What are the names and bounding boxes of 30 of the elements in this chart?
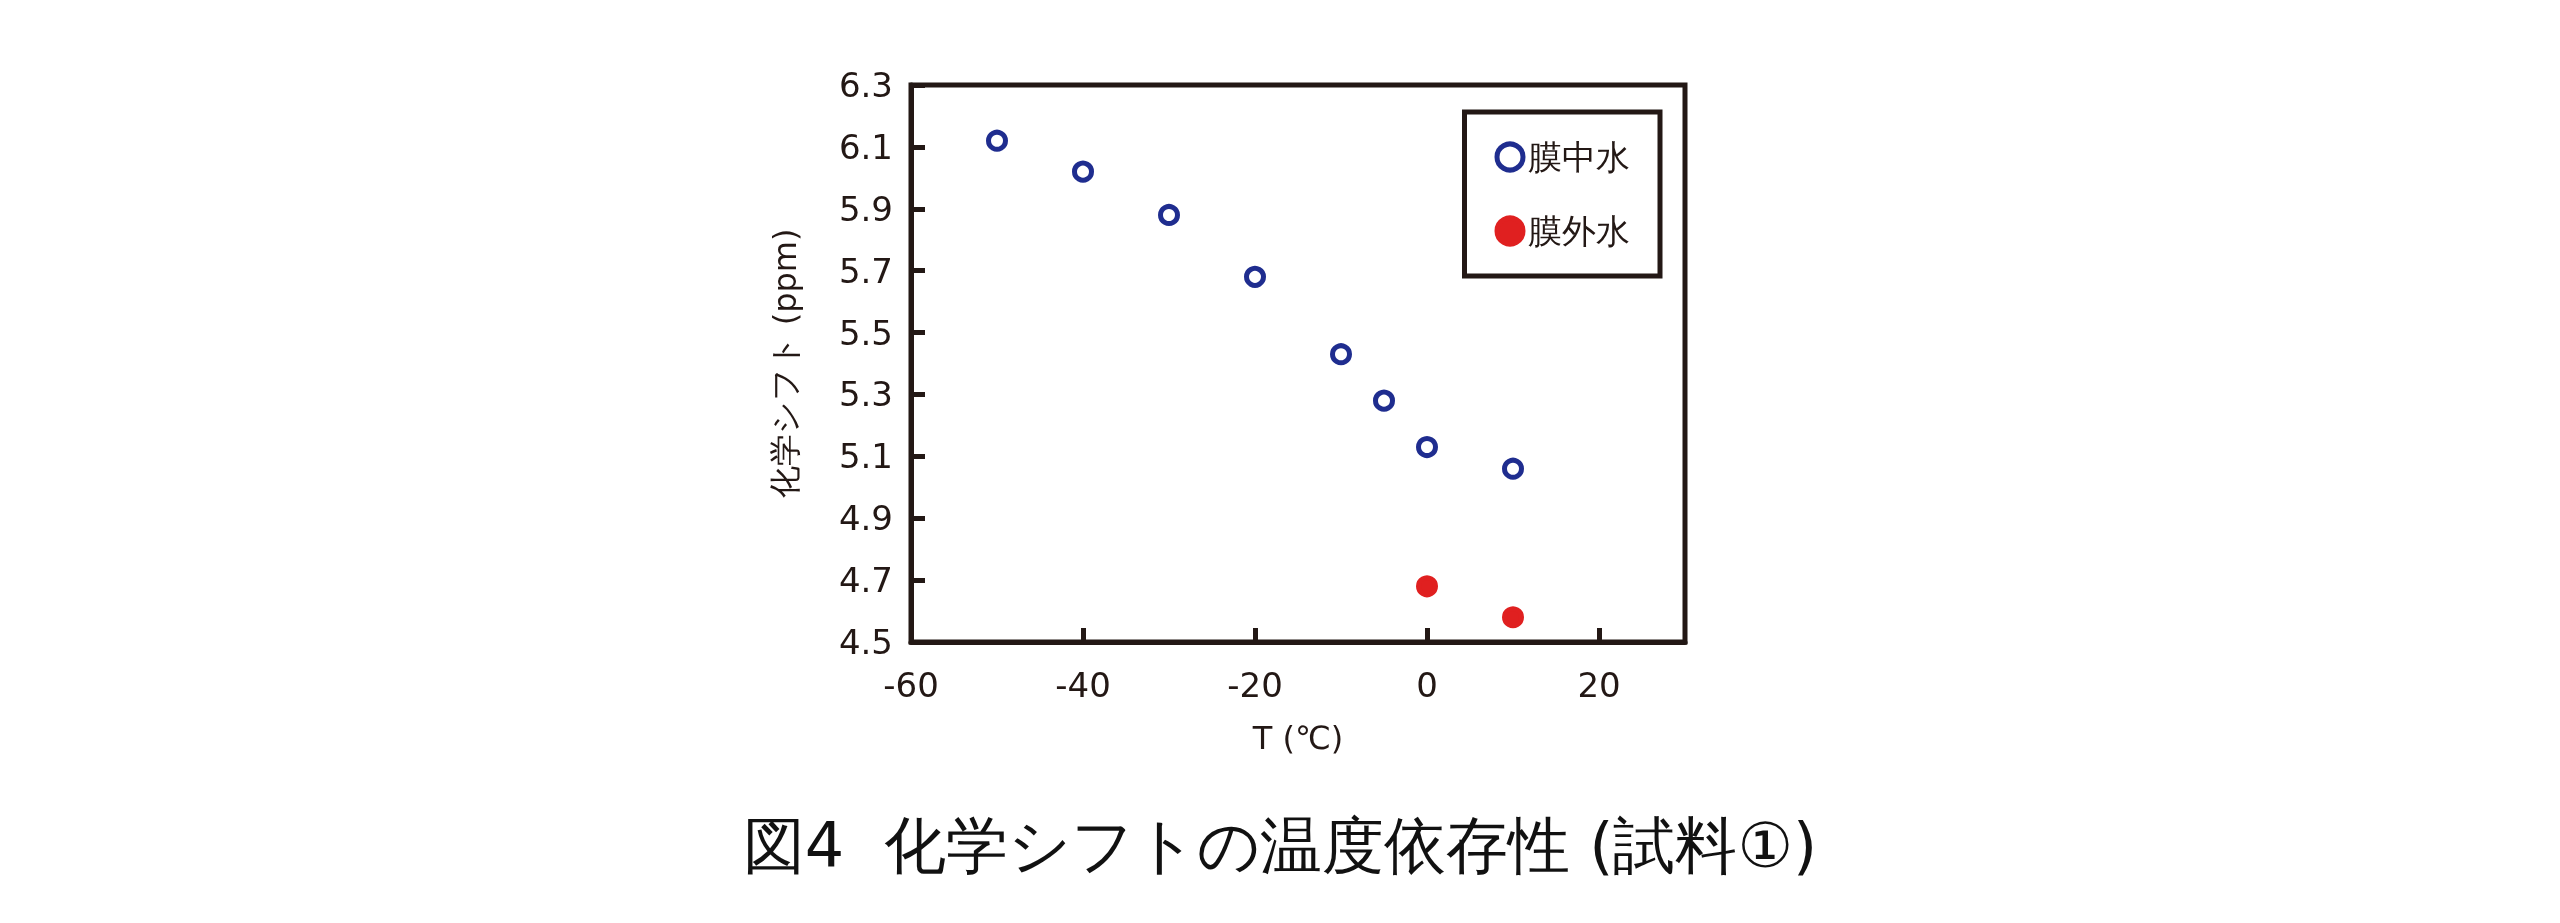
text: 図4 化学シフトの温度依存性 (試料①) bbox=[742, 808, 1818, 882]
point bbox=[986, 129, 1008, 152]
y-tick-label: 6.1 bbox=[838, 126, 893, 167]
y-tick-label: 5.7 bbox=[838, 250, 893, 291]
point bbox=[1072, 160, 1094, 183]
point bbox=[1416, 436, 1438, 459]
x-tick-label: -20 bbox=[1227, 665, 1283, 705]
x-tick-label: -60 bbox=[883, 665, 939, 705]
y-tick-label: 4.5 bbox=[838, 622, 893, 662]
y-tick-label: 4.9 bbox=[838, 498, 893, 539]
point bbox=[1158, 203, 1180, 226]
point bbox=[1502, 606, 1524, 629]
x-tick-label: -40 bbox=[1055, 665, 1111, 705]
point bbox=[1502, 457, 1524, 480]
point bbox=[1373, 389, 1395, 412]
legend-label: 膜中水 bbox=[1528, 137, 1630, 177]
y-tick-label: 5.5 bbox=[838, 312, 893, 353]
x-tick-label: 20 bbox=[1577, 665, 1621, 705]
point bbox=[1416, 575, 1438, 598]
y-tick-label: 5.3 bbox=[838, 374, 893, 415]
y-tick-label: 4.7 bbox=[838, 560, 893, 601]
y-tick-label: 5.1 bbox=[838, 436, 893, 477]
point bbox=[1244, 265, 1266, 288]
y-tick-label: 6.3 bbox=[838, 65, 893, 105]
x-axis-title: T (℃) bbox=[1251, 719, 1344, 757]
y-axis-title: 化学シフト (ppm) bbox=[766, 228, 804, 499]
legend-label: 膜外水 bbox=[1528, 211, 1630, 251]
y-tick-label: 5.9 bbox=[838, 188, 893, 229]
point bbox=[1330, 343, 1352, 366]
x-tick-label: 0 bbox=[1416, 665, 1438, 705]
